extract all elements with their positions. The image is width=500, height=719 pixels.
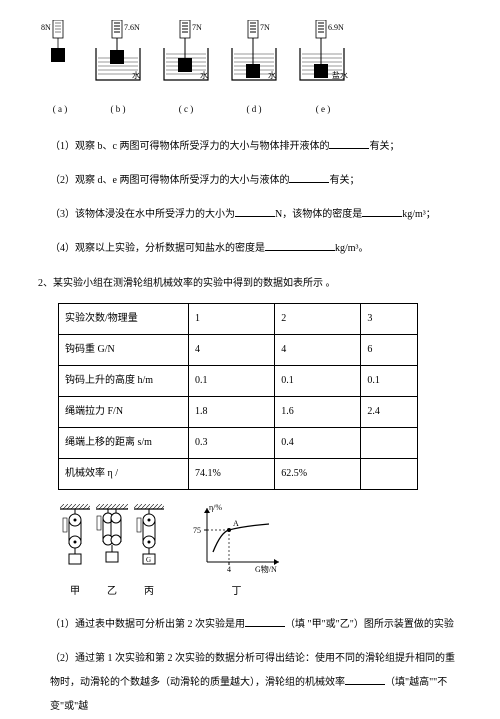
graph-point-a: A — [233, 519, 239, 528]
liquid-c: 水 — [200, 70, 208, 80]
th-2: 2 — [275, 304, 361, 335]
q2-sub2: （2）通过第 1 次实验和第 2 次实验的数据分析可得出结论：使用不同的滑轮组提… — [50, 647, 460, 719]
table-row: 钩码上升的高度 h/m0.10.10.1 — [59, 366, 418, 397]
liquid-b: 水 — [132, 70, 140, 80]
q1p4-text-a: （4）观察以上实验，分析数据可知盐水的密度是 — [50, 243, 265, 254]
label-a: ( a ) — [40, 101, 80, 117]
reading-c: 7N — [192, 23, 202, 32]
blank-2[interactable] — [289, 171, 329, 183]
graph-label-ding: 丁 — [189, 583, 284, 601]
efficiency-table: 实验次数/物理量 1 2 3 钩码重 G/N446 钩码上升的高度 h/m0.1… — [58, 303, 418, 490]
q2-sub1: （1）通过表中数据可分析出第 2 次实验是用 （填 "甲"或"乙"）图所示装置做的… — [50, 613, 460, 637]
graph-ytick: 75 — [193, 526, 201, 535]
figure-pulleys-and-graph: 甲 乙 — [60, 502, 460, 601]
blank-q2-2[interactable] — [345, 673, 385, 685]
q1p3-text-b: N，该物体的密度是 — [275, 209, 362, 220]
blank-3a[interactable] — [235, 205, 275, 217]
q2s1-text-b: （填 "甲"或"乙"）图所示装置做的实验 — [285, 619, 454, 630]
q1-part2: （2）观察 d、e 两图可得物体所受浮力的大小与液体的 有关； — [50, 169, 460, 193]
pulley-jia: 甲 — [60, 504, 90, 601]
table-row: 钩码重 G/N446 — [59, 335, 418, 366]
label-c: ( c ) — [156, 101, 216, 117]
q2s1-text-a: （1）通过表中数据可分析出第 2 次实验是用 — [50, 619, 245, 630]
label-d: ( d ) — [224, 101, 284, 117]
graph-xaxis: G物/N — [255, 564, 277, 574]
q1-part1: （1）观察 b、c 两图可得物体所受浮力的大小与物体排开液体的 有关； — [50, 135, 460, 159]
label-b: ( b ) — [88, 101, 148, 117]
efficiency-graph: η/% G物/N 75 4 A 丁 — [189, 502, 284, 601]
th-0: 实验次数/物理量 — [59, 304, 189, 335]
setup-b: 7.6N 水 ( b ) — [88, 20, 148, 117]
svg-text:G: G — [146, 556, 151, 564]
th-1: 1 — [189, 304, 275, 335]
reading-b: 7.6N — [124, 23, 140, 32]
th-3: 3 — [361, 304, 418, 335]
pulley-yi: 乙 — [96, 504, 128, 601]
pulley-bing: G 丙 — [134, 504, 164, 601]
blank-1[interactable] — [329, 137, 369, 149]
blank-4[interactable] — [265, 239, 335, 251]
q1p4-text-b: kg/m³。 — [335, 243, 369, 254]
q2-intro: 2、某实验小组在测滑轮组机械效率的实验中得到的数据如表所示 。 — [38, 275, 460, 293]
pulley-group: 甲 乙 — [60, 504, 164, 601]
q1-part3: （3）该物体浸没在水中所受浮力的大小为 N，该物体的密度是 kg/m³； — [50, 203, 460, 227]
figure-buoyancy-setups: 8N ( a ) 7.6N 水 ( b ) 7N — [40, 20, 460, 117]
setup-a: 8N ( a ) — [40, 20, 80, 117]
setup-e-svg: 6.9N 盐水 — [292, 20, 354, 92]
table-header-row: 实验次数/物理量 1 2 3 — [59, 304, 418, 335]
setup-c-svg: 7N 水 — [156, 20, 216, 92]
setup-a-svg: 8N — [40, 20, 80, 92]
q1-part4: （4）观察以上实验，分析数据可知盐水的密度是 kg/m³。 — [50, 237, 460, 261]
table-row: 机械效率 η /74.1%62.5% — [59, 459, 418, 490]
q1p3-text-c: kg/m³； — [402, 209, 436, 220]
pulley-label-jia: 甲 — [60, 583, 90, 601]
pulley-label-yi: 乙 — [96, 583, 128, 601]
q1p2-text-b: 有关； — [329, 175, 359, 186]
q1p3-text-a: （3）该物体浸没在水中所受浮力的大小为 — [50, 209, 235, 220]
pulley-label-bing: 丙 — [134, 583, 164, 601]
blank-q2-1[interactable] — [245, 615, 285, 627]
liquid-e: 盐水 — [332, 70, 348, 80]
reading-e: 6.9N — [328, 23, 344, 32]
q1p2-text-a: （2）观察 d、e 两图可得物体所受浮力的大小与液体的 — [50, 175, 289, 186]
liquid-d: 水 — [268, 70, 276, 80]
setup-c: 7N 水 ( c ) — [156, 20, 216, 117]
graph-yaxis: η/% — [209, 503, 222, 512]
q1p1-text-b: 有关； — [369, 141, 399, 152]
setup-b-svg: 7.6N 水 — [88, 20, 148, 92]
setup-d: 7N 水 ( d ) — [224, 20, 284, 117]
q1p1-text-a: （1）观察 b、c 两图可得物体所受浮力的大小与物体排开液体的 — [50, 141, 329, 152]
blank-3b[interactable] — [362, 205, 402, 217]
setup-e: 6.9N 盐水 ( e ) — [292, 20, 354, 117]
table-row: 绳端上移的距离 s/m0.30.4 — [59, 428, 418, 459]
label-e: ( e ) — [292, 101, 354, 117]
reading-a: 8N — [41, 23, 51, 32]
table-row: 绳端拉力 F/N1.81.62.4 — [59, 397, 418, 428]
setup-d-svg: 7N 水 — [224, 20, 284, 92]
reading-d: 7N — [260, 23, 270, 32]
graph-xtick: 4 — [227, 565, 231, 574]
